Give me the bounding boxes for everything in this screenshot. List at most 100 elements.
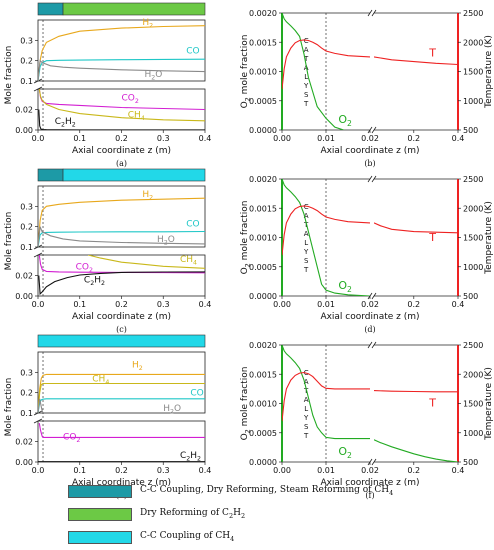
y-tick-label: 0.3 — [20, 36, 33, 45]
y2-axis-label: Temperature (K) — [484, 201, 494, 275]
x-tick-label: 0.02 — [361, 300, 379, 309]
x-tick-label: 0.4 — [199, 300, 212, 309]
series-label-h2o: H2O — [157, 235, 175, 247]
y2-tick-label: 2500 — [463, 175, 483, 184]
series-line-o2 — [282, 13, 344, 130]
x-tick-label: 0.0 — [32, 466, 45, 475]
y-axis-label: Mole fraction — [4, 378, 14, 437]
axis-break-mark — [367, 341, 373, 349]
x-tick-label: 0.4 — [199, 134, 212, 143]
y2-axis-label: Temperature (K) — [484, 367, 494, 441]
y-axis-label-part: O — [240, 267, 250, 274]
catalyst-letter: T — [303, 100, 309, 108]
y-axis-label-part: mole fraction — [240, 201, 250, 264]
x-axis-label: Axial coordinate z (m) — [320, 312, 419, 322]
series-label-h2o-part: H — [163, 404, 170, 414]
x-tick-label: 0.3 — [157, 466, 170, 475]
series-label-c2h2-part: H — [94, 276, 101, 286]
x-tick-label: 0.1 — [73, 134, 86, 143]
catalyst-letter: T — [303, 221, 309, 229]
series-label-o2-part: 2 — [347, 119, 352, 128]
y-axis-label-part: 2 — [244, 263, 252, 267]
series-label-o2-part: 2 — [347, 451, 352, 460]
catalyst-letter: A — [304, 230, 309, 238]
y-tick-label: 0.00 — [15, 292, 33, 301]
x-tick-label: 0.4 — [452, 300, 465, 309]
series-label-c2h2: C2H2 — [84, 276, 105, 288]
series-label-ch4-part: 4 — [141, 115, 145, 122]
series-label-co-part: CO — [186, 47, 199, 57]
series-line-ch4 — [38, 382, 205, 413]
y-tick-label: 0.0010 — [249, 234, 277, 243]
series-line-co — [38, 230, 205, 247]
axis-break-mark — [371, 458, 377, 466]
series-label-c2h2-part: 2 — [90, 280, 94, 287]
y-tick-label: 0.0000 — [249, 292, 277, 301]
y2-tick-label: 1500 — [463, 400, 483, 409]
y2-tick-label: 500 — [463, 126, 478, 135]
x-tick-label: 0.1 — [73, 300, 86, 309]
series-label-c2h2: C2H2 — [55, 117, 76, 129]
catalyst-letter: T — [303, 432, 309, 440]
series-label-ch4: CH4 — [92, 374, 109, 386]
catalyst-letter: L — [304, 405, 308, 413]
series-label-co: CO — [186, 47, 199, 57]
series-line-h2o — [38, 59, 205, 81]
series-label-co-part: CO — [186, 220, 199, 230]
x-tick-label: 0.4 — [199, 466, 212, 475]
y-tick-label: 0.02 — [15, 438, 33, 447]
series-line-h2o — [38, 226, 205, 247]
series-label-o2: O2 — [338, 279, 352, 294]
legend-swatch-teal — [68, 484, 132, 498]
series-label-ch4-part: 4 — [105, 379, 109, 386]
x-axis-label: Axial coordinate z (m) — [72, 146, 171, 156]
series-label-h2o-part: 2 — [151, 74, 155, 81]
catalyst-letter: S — [304, 91, 309, 99]
series-label-h2o: H2O — [163, 404, 181, 416]
panel-caption: (d) — [364, 325, 375, 334]
y-tick-label: 0.2 — [20, 57, 33, 66]
x-tick-label: 0.01 — [317, 466, 335, 475]
series-label-o2-part: 2 — [347, 285, 352, 294]
series-label-h2: H2 — [142, 18, 153, 30]
x-tick-label: 0.2 — [407, 300, 420, 309]
y-tick-label: 0.0005 — [249, 263, 277, 272]
series-line-temperature — [282, 39, 370, 90]
process-bar-segment — [37, 2, 64, 16]
y-tick-label: 0.0015 — [249, 370, 277, 379]
series-label-co2-part: 2 — [76, 437, 80, 444]
axis-break-mark — [371, 292, 377, 300]
panel-caption: (c) — [116, 325, 127, 334]
y-tick-label: 0.2 — [20, 389, 33, 398]
series-line-h2 — [38, 197, 205, 247]
catalyst-letter: Y — [303, 248, 309, 256]
series-label-c2h2-part: H — [65, 117, 72, 127]
catalyst-letter: Y — [303, 414, 309, 422]
series-label-temperature: T — [428, 396, 436, 409]
x-axis-label: Axial coordinate z (m) — [320, 478, 419, 488]
process-bar-segment — [37, 334, 206, 348]
x-tick-label: 0.01 — [317, 134, 335, 143]
catalyst-letter: T — [303, 266, 309, 274]
series-label-h2o-part: O — [155, 70, 162, 80]
catalyst-letter: T — [303, 387, 309, 395]
x-tick-label: 0.0 — [32, 134, 45, 143]
panel-f: 0.0000 0.0005 0.0010 0.0015 0.0020 500 1000 150… — [240, 341, 494, 500]
x-tick-label: 0.4 — [452, 134, 465, 143]
legend-item-teal: C-C Coupling, Dry Reforming, Steam Refor… — [68, 484, 393, 498]
series-label-c2h2-part: 2 — [72, 121, 76, 128]
y-axis-label: Mole fraction — [4, 46, 14, 105]
series-label-h2-part: H — [142, 18, 149, 28]
legend-text-cyan: C-C Coupling of CH4 — [140, 531, 235, 543]
series-line-h2 — [38, 373, 205, 413]
series-label-h2o-part: H — [144, 70, 151, 80]
panel-caption: (f) — [365, 491, 374, 500]
catalyst-letter: A — [304, 396, 309, 404]
y2-axis-label: Temperature (K) — [484, 35, 494, 109]
legend-swatch-cyan — [68, 530, 132, 544]
y-axis-label-part: mole fraction — [240, 35, 250, 98]
series-label-o2-part: O — [338, 279, 347, 292]
y-tick-label: 0.0015 — [249, 204, 277, 213]
series-line-ch4 — [87, 255, 205, 269]
